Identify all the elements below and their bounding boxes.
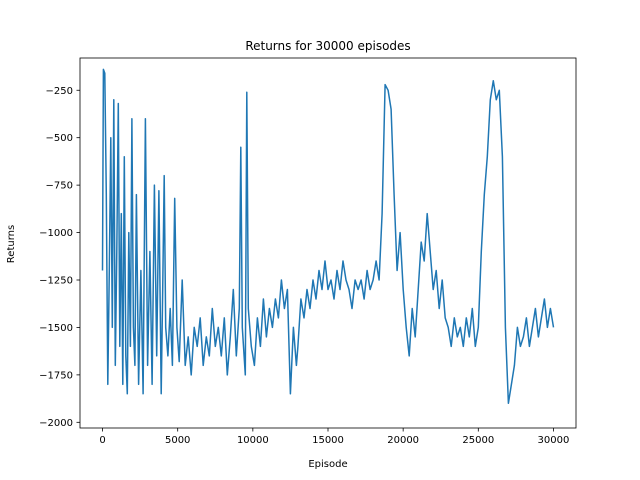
chart-title: Returns for 30000 episodes [245,39,410,53]
x-tick-label: 5000 [165,435,190,446]
y-tick-label: −2000 [39,418,73,429]
y-tick-label: −1500 [39,323,73,334]
x-tick-label: 25000 [462,435,494,446]
x-tick-label: 20000 [387,435,419,446]
x-tick-label: 10000 [237,435,269,446]
plot-area [101,68,555,405]
x-axis-title: Episode [308,459,347,470]
x-tick-label: 0 [99,435,105,446]
y-tick-label: −250 [46,86,73,97]
y-tick-label: −500 [46,133,73,144]
y-tick-label: −1750 [39,370,73,381]
y-tick-label: −1250 [39,276,73,287]
x-tick-label: 30000 [538,435,570,446]
y-axis-title: Returns [6,225,17,263]
y-tick-label: −1000 [39,228,73,239]
axes: 0 5000 10000 15000 20000 25000 30000 −2000 −1750… [39,57,577,446]
series-line-0 [101,68,555,405]
x-tick-label: 15000 [312,435,344,446]
y-tick-label: −750 [46,181,73,192]
